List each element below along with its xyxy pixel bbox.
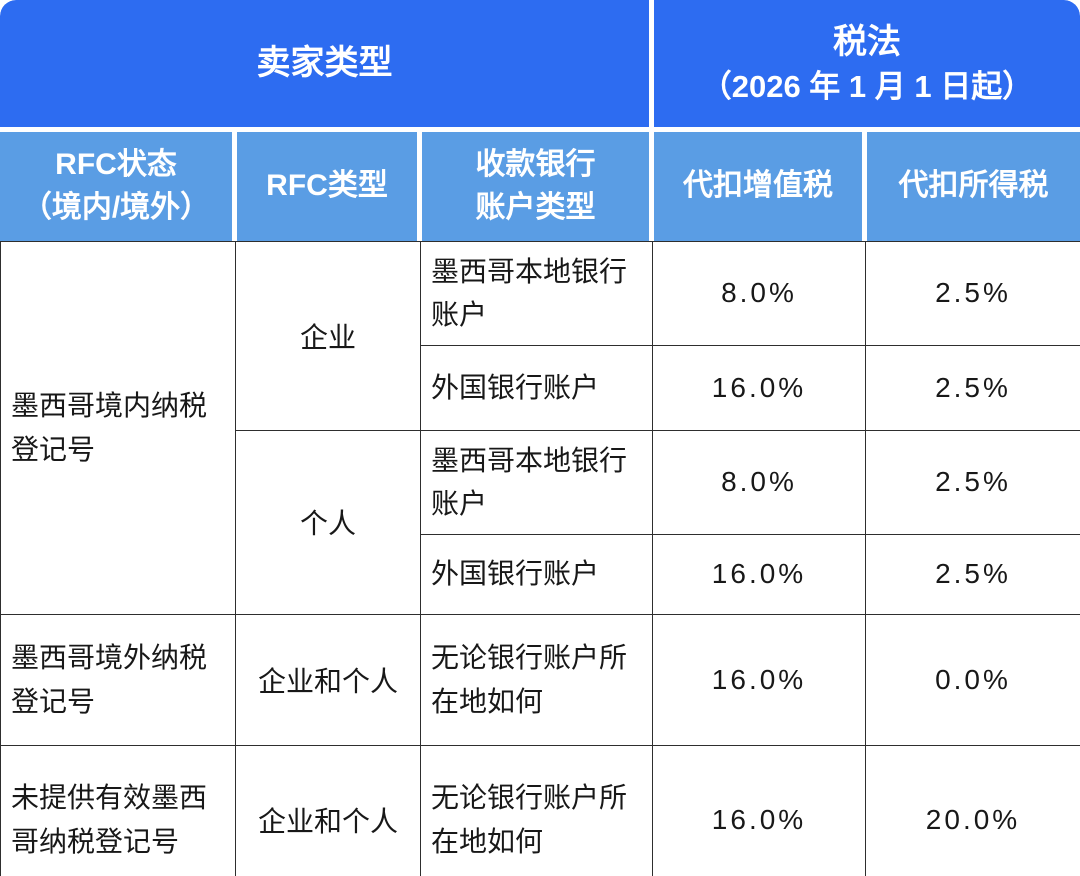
col-header-rfc-status-line1: RFC状态 bbox=[55, 147, 177, 181]
cell-rfc-status: 墨西哥境外纳税登记号 bbox=[0, 613, 236, 746]
header-tax-law-group: 税法 （2026 年 1 月 1 日起） bbox=[654, 0, 1080, 127]
cell-bank-account-type: 墨西哥本地银行账户 bbox=[420, 429, 653, 535]
header-seller-type-label: 卖家类型 bbox=[256, 43, 393, 82]
cell-income-tax-rate: 2.5% bbox=[865, 429, 1080, 535]
cell-vat-rate: 16.0% bbox=[652, 533, 866, 615]
header-seller-type-group: 卖家类型 bbox=[0, 0, 649, 127]
table-row: 未提供有效墨西哥纳税登记号 企业和个人 无论银行账户所在地如何 16.0% 20… bbox=[0, 744, 1080, 876]
cell-vat-rate: 16.0% bbox=[652, 744, 866, 876]
col-header-bank-account-type: 收款银行 账户类型 bbox=[422, 132, 649, 241]
table-row: 外国银行账户 16.0% 2.5% bbox=[1, 344, 1080, 431]
cell-vat-rate: 8.0% bbox=[652, 241, 866, 346]
col-header-withholding-income-tax: 代扣所得税 bbox=[867, 132, 1080, 241]
header-tax-law-title: 税法 bbox=[833, 22, 901, 61]
col-header-withholding-vat: 代扣增值税 bbox=[654, 132, 862, 241]
col-header-bank-line1: 收款银行 bbox=[475, 147, 596, 181]
col-header-rfc-type: RFC类型 bbox=[237, 132, 417, 241]
table-row: 墨西哥境内纳税登记号 企业 墨西哥本地银行账户 8.0% 2.5% bbox=[0, 241, 1080, 615]
cell-income-tax-rate: 2.5% bbox=[865, 344, 1080, 431]
cell-rfc-type: 企业和个人 bbox=[235, 613, 421, 746]
cell-income-tax-rate: 2.5% bbox=[865, 241, 1080, 346]
col-header-rfc-type-label: RFC类型 bbox=[266, 169, 388, 203]
cell-rfc-type: 个人 bbox=[235, 429, 421, 615]
col-header-rfc-status-line2: （境内/境外） bbox=[21, 190, 211, 224]
cell-bank-account-type: 无论银行账户所在地如何 bbox=[420, 744, 653, 876]
col-header-rfc-status: RFC状态 （境内/境外） bbox=[0, 132, 232, 241]
cell-bank-account-type: 无论银行账户所在地如何 bbox=[420, 613, 653, 746]
table-header: 卖家类型 税法 （2026 年 1 月 1 日起） RFC状态 （境内/境外） … bbox=[0, 0, 1080, 241]
table-row: 墨西哥境外纳税登记号 企业和个人 无论银行账户所在地如何 16.0% 0.0% bbox=[0, 613, 1080, 746]
cell-bank-account-type: 外国银行账户 bbox=[420, 533, 653, 615]
col-header-vat-label: 代扣增值税 bbox=[683, 169, 833, 203]
cell-rfc-type: 企业 bbox=[235, 241, 421, 431]
cell-income-tax-rate: 2.5% bbox=[865, 533, 1080, 615]
header-tax-law-effective-date: （2026 年 1 月 1 日起） bbox=[700, 68, 1034, 104]
cell-vat-rate: 16.0% bbox=[652, 613, 866, 746]
cell-rfc-type: 企业和个人 bbox=[235, 744, 421, 876]
cell-rfc-status: 未提供有效墨西哥纳税登记号 bbox=[0, 744, 236, 876]
cell-rfc-status: 墨西哥境内纳税登记号 bbox=[0, 241, 236, 615]
cell-bank-account-type: 外国银行账户 bbox=[420, 344, 653, 431]
cell-vat-rate: 8.0% bbox=[652, 429, 866, 535]
cell-bank-account-type: 墨西哥本地银行账户 bbox=[420, 241, 653, 346]
cell-income-tax-rate: 0.0% bbox=[865, 613, 1080, 746]
cell-income-tax-rate: 20.0% bbox=[865, 744, 1080, 876]
col-header-income-tax-label: 代扣所得税 bbox=[898, 169, 1049, 203]
col-header-bank-line2: 账户类型 bbox=[475, 190, 596, 224]
table-row: 外国银行账户 16.0% 2.5% bbox=[1, 533, 1080, 615]
cell-vat-rate: 16.0% bbox=[652, 344, 866, 431]
table-body: 墨西哥境内纳税登记号 企业 墨西哥本地银行账户 8.0% 2.5% 外国银行账户… bbox=[0, 241, 1080, 876]
